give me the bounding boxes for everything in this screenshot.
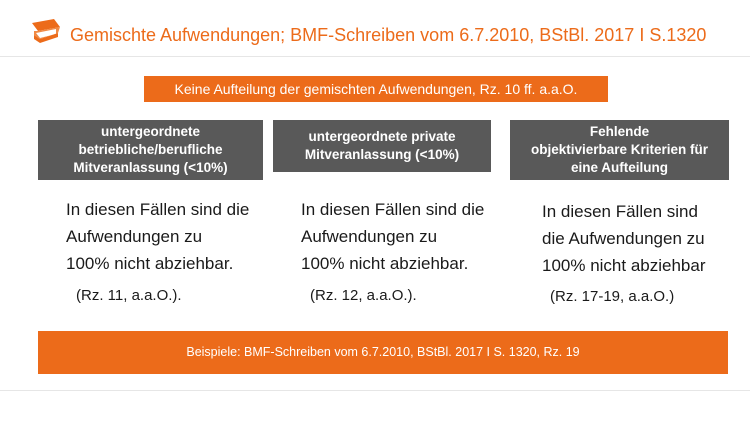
body-line: In diesen Fällen sind die bbox=[301, 200, 485, 219]
top-banner: Keine Aufteilung der gemischten Aufwendu… bbox=[144, 76, 608, 102]
body-line: 100% nicht abziehbar. bbox=[66, 254, 234, 273]
header-divider bbox=[0, 56, 750, 57]
body-line: die Aufwendungen zu bbox=[542, 229, 705, 248]
bottom-banner: Beispiele: BMF-Schreiben vom 6.7.2010, B… bbox=[38, 331, 728, 374]
column-reference-business: (Rz. 11, a.a.O.). bbox=[76, 287, 182, 304]
body-line: 100% nicht abziehbar. bbox=[301, 254, 469, 273]
column-reference-criteria: (Rz. 17-19, a.a.O.) bbox=[550, 288, 675, 305]
column-body-business: In diesen Fällen sind die Aufwendungen z… bbox=[66, 196, 249, 277]
heading-line: Mitveranlassung (<10%) bbox=[304, 147, 460, 162]
body-line: Aufwendungen zu bbox=[66, 227, 203, 246]
heading-line: untergeordnete bbox=[100, 124, 200, 139]
heading-line: Mitveranlassung (<10%) bbox=[73, 160, 228, 175]
column-heading-private: untergeordnete private Mitveranlassung (… bbox=[273, 120, 491, 172]
heading-line: eine Aufteilung bbox=[571, 160, 668, 175]
heading-line: objektivierbare Kriterien für bbox=[530, 142, 709, 157]
column-heading-criteria: Fehlende objektivierbare Kriterien für e… bbox=[510, 120, 729, 180]
body-line: In diesen Fällen sind bbox=[542, 202, 698, 221]
heading-line: untergeordnete private bbox=[308, 129, 456, 144]
column-reference-private: (Rz. 12, a.a.O.). bbox=[310, 287, 417, 304]
heading-line: betriebliche/berufliche bbox=[78, 142, 223, 157]
slide-header: Gemischte Aufwendungen; BMF-Schreiben vo… bbox=[0, 0, 750, 60]
book-cap-icon bbox=[32, 19, 60, 43]
body-line: Aufwendungen zu bbox=[301, 227, 438, 246]
page-title: Gemischte Aufwendungen; BMF-Schreiben vo… bbox=[70, 25, 707, 45]
heading-line: Fehlende bbox=[589, 124, 650, 139]
body-line: 100% nicht abziehbar bbox=[542, 256, 706, 275]
footer-divider bbox=[0, 390, 750, 391]
column-body-private: In diesen Fällen sind die Aufwendungen z… bbox=[301, 196, 484, 277]
column-heading-business: untergeordnete betriebliche/berufliche M… bbox=[38, 120, 263, 180]
body-line: In diesen Fällen sind die bbox=[66, 200, 250, 219]
column-body-criteria: In diesen Fällen sind die Aufwendungen z… bbox=[542, 198, 706, 279]
